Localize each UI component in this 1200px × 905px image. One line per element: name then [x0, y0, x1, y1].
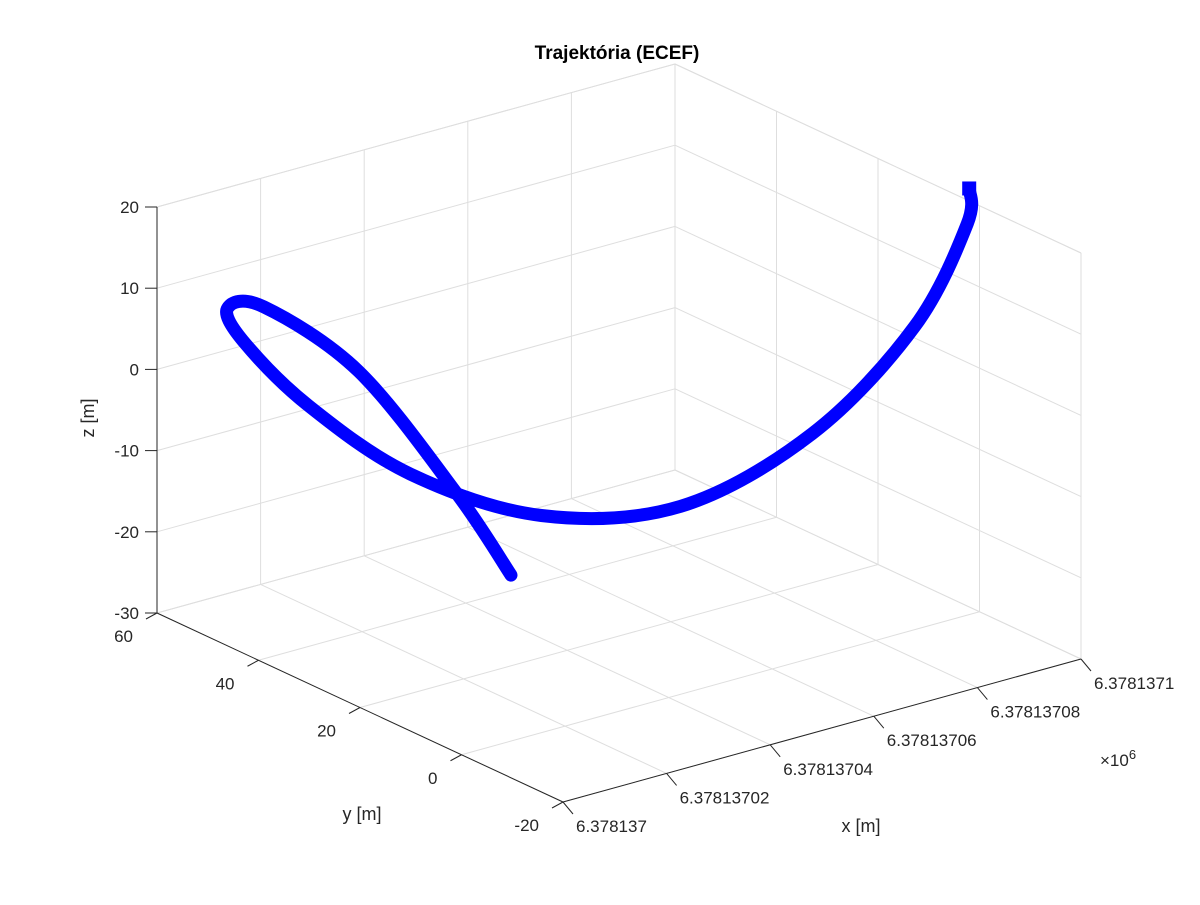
z-tick-label: -20 — [114, 523, 139, 542]
chart-title: Trajektória (ECEF) — [535, 43, 700, 64]
x-tick-mark — [1080, 658, 1092, 672]
x-axis-label: x [m] — [842, 816, 881, 836]
trajectory-line — [220, 182, 979, 582]
series-layer — [220, 181, 979, 582]
x-tick-mark — [562, 801, 574, 815]
x-tick-label: 6.37813702 — [680, 788, 770, 807]
x-tick-mark — [873, 715, 885, 729]
grid-line-side-z — [674, 307, 1082, 498]
x-exponent-power: 6 — [1129, 747, 1136, 762]
box-edge-top-side — [674, 63, 1082, 254]
grid-line-floor-y — [359, 564, 879, 708]
y-tick-mark — [450, 754, 462, 762]
x-axis-line — [562, 658, 1082, 803]
x-tick-label: 6.3781371 — [1094, 674, 1174, 693]
x-exponent-base: ×10 — [1100, 751, 1129, 770]
axis-layer — [145, 206, 1092, 815]
grid-line-side-z — [674, 225, 1082, 416]
grid-line-back-z — [156, 307, 676, 452]
grid-line-side-z — [674, 469, 1082, 660]
box-edge-top-back — [156, 63, 676, 208]
grid-line-back-z — [156, 388, 676, 533]
y-tick-mark — [348, 707, 361, 714]
z-tick-label: -10 — [114, 442, 139, 461]
y-tick-label: 0 — [428, 769, 437, 788]
y-tick-label: -20 — [514, 816, 539, 835]
x-tick-label: 6.37813706 — [887, 731, 977, 750]
y-tick-label: 20 — [317, 722, 336, 741]
x-tick-label: 6.37813708 — [990, 703, 1080, 722]
z-tick-label: 20 — [120, 198, 139, 217]
y-tick-mark — [551, 801, 564, 809]
y-tick-label: 40 — [216, 674, 235, 693]
z-tick-label: -30 — [114, 604, 139, 623]
y-axis-label: y [m] — [343, 804, 382, 824]
trajectory-end-marker — [962, 181, 977, 196]
x-tick-mark — [977, 687, 988, 700]
x-tick-mark — [769, 744, 781, 758]
y-tick-mark — [145, 612, 158, 620]
z-tick-label: 0 — [130, 360, 139, 379]
grid-line-side-z — [674, 144, 1082, 335]
grid-line-back-z — [156, 469, 676, 614]
x-tick-label: 6.37813704 — [783, 760, 873, 779]
z-tick-label: 10 — [120, 279, 139, 298]
grid-line-floor-y — [461, 611, 980, 756]
z-axis-label: z [m] — [78, 399, 98, 438]
y-tick-label: 60 — [114, 627, 133, 646]
grid-line-floor-y — [258, 516, 777, 661]
x-exponent-label: ×106 — [1100, 747, 1136, 770]
grid-layer — [156, 63, 1082, 803]
x-tick-mark — [666, 773, 677, 786]
tick-label-layer: 6.378137 6.37813702 6.37813704 6.37813706 6.… — [114, 198, 1174, 836]
y-tick-mark — [247, 659, 259, 667]
x-tick-label: 6.378137 — [576, 817, 647, 836]
grid-line-back-z — [156, 144, 676, 289]
grid-line-side-z — [674, 388, 1082, 579]
